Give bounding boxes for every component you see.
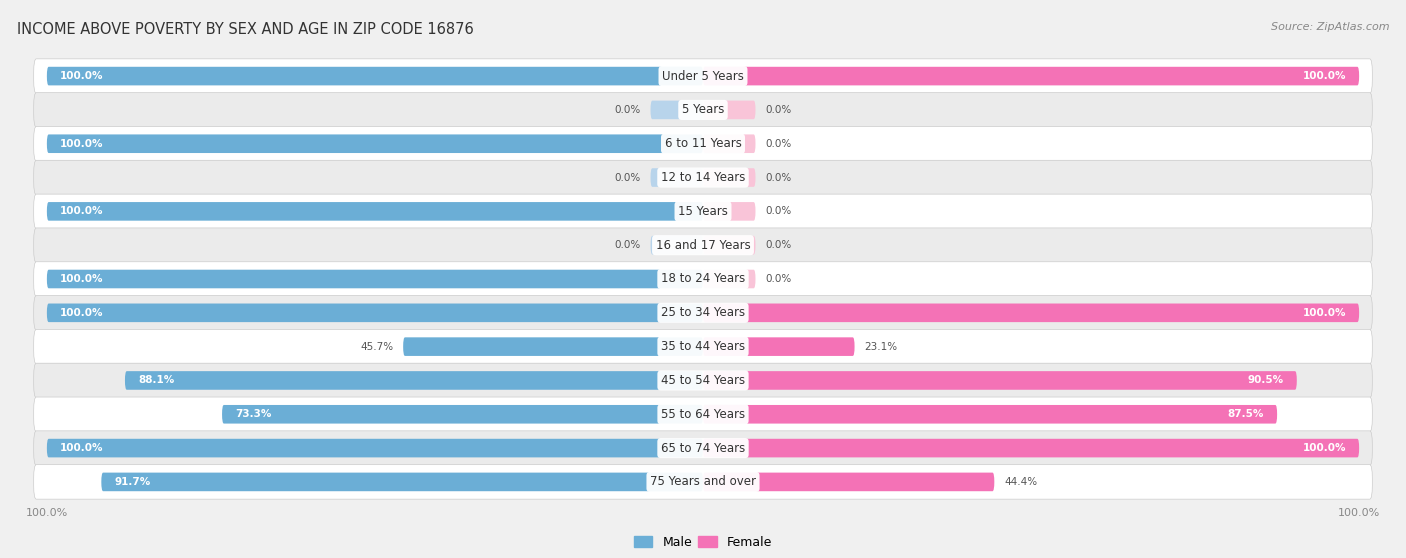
Text: 73.3%: 73.3%	[235, 409, 271, 419]
FancyBboxPatch shape	[34, 329, 1372, 364]
FancyBboxPatch shape	[46, 202, 703, 220]
FancyBboxPatch shape	[703, 473, 994, 491]
FancyBboxPatch shape	[34, 296, 1372, 330]
Text: INCOME ABOVE POVERTY BY SEX AND AGE IN ZIP CODE 16876: INCOME ABOVE POVERTY BY SEX AND AGE IN Z…	[17, 22, 474, 37]
Text: 23.1%: 23.1%	[865, 341, 897, 352]
FancyBboxPatch shape	[34, 262, 1372, 296]
FancyBboxPatch shape	[46, 67, 703, 85]
Text: 6 to 11 Years: 6 to 11 Years	[665, 137, 741, 150]
FancyBboxPatch shape	[703, 371, 1296, 389]
Text: Under 5 Years: Under 5 Years	[662, 70, 744, 83]
FancyBboxPatch shape	[703, 270, 755, 288]
FancyBboxPatch shape	[46, 270, 703, 288]
Legend: Male, Female: Male, Female	[628, 531, 778, 554]
Text: 65 to 74 Years: 65 to 74 Years	[661, 441, 745, 455]
Text: 0.0%: 0.0%	[614, 172, 641, 182]
Text: 15 Years: 15 Years	[678, 205, 728, 218]
FancyBboxPatch shape	[703, 100, 755, 119]
Text: 88.1%: 88.1%	[138, 376, 174, 386]
FancyBboxPatch shape	[703, 405, 1277, 424]
FancyBboxPatch shape	[703, 439, 1360, 458]
FancyBboxPatch shape	[34, 59, 1372, 93]
FancyBboxPatch shape	[34, 160, 1372, 195]
Text: 100.0%: 100.0%	[1302, 71, 1346, 81]
Text: 55 to 64 Years: 55 to 64 Years	[661, 408, 745, 421]
FancyBboxPatch shape	[651, 236, 703, 254]
FancyBboxPatch shape	[703, 338, 855, 356]
FancyBboxPatch shape	[703, 202, 755, 220]
Text: 100.0%: 100.0%	[60, 443, 104, 453]
Text: 75 Years and over: 75 Years and over	[650, 475, 756, 488]
Text: 0.0%: 0.0%	[765, 105, 792, 115]
Text: 16 and 17 Years: 16 and 17 Years	[655, 239, 751, 252]
Text: 100.0%: 100.0%	[60, 206, 104, 217]
FancyBboxPatch shape	[46, 134, 703, 153]
FancyBboxPatch shape	[101, 473, 703, 491]
FancyBboxPatch shape	[46, 304, 703, 322]
FancyBboxPatch shape	[34, 228, 1372, 262]
FancyBboxPatch shape	[46, 439, 703, 458]
FancyBboxPatch shape	[125, 371, 703, 389]
FancyBboxPatch shape	[34, 127, 1372, 161]
Text: 12 to 14 Years: 12 to 14 Years	[661, 171, 745, 184]
Text: 5 Years: 5 Years	[682, 103, 724, 117]
Text: 0.0%: 0.0%	[765, 172, 792, 182]
FancyBboxPatch shape	[34, 397, 1372, 431]
Text: 100.0%: 100.0%	[1302, 308, 1346, 318]
Text: 45 to 54 Years: 45 to 54 Years	[661, 374, 745, 387]
Text: 100.0%: 100.0%	[60, 139, 104, 149]
FancyBboxPatch shape	[34, 93, 1372, 127]
FancyBboxPatch shape	[34, 465, 1372, 499]
FancyBboxPatch shape	[404, 338, 703, 356]
Text: 18 to 24 Years: 18 to 24 Years	[661, 272, 745, 286]
Text: 100.0%: 100.0%	[1302, 443, 1346, 453]
FancyBboxPatch shape	[703, 67, 1360, 85]
Text: 45.7%: 45.7%	[360, 341, 394, 352]
Text: 91.7%: 91.7%	[114, 477, 150, 487]
Text: 90.5%: 90.5%	[1247, 376, 1284, 386]
FancyBboxPatch shape	[34, 431, 1372, 465]
FancyBboxPatch shape	[651, 169, 703, 187]
Text: 0.0%: 0.0%	[765, 274, 792, 284]
Text: 87.5%: 87.5%	[1227, 409, 1264, 419]
FancyBboxPatch shape	[651, 100, 703, 119]
Text: 100.0%: 100.0%	[60, 71, 104, 81]
FancyBboxPatch shape	[34, 363, 1372, 398]
Text: 44.4%: 44.4%	[1004, 477, 1038, 487]
Text: Source: ZipAtlas.com: Source: ZipAtlas.com	[1271, 22, 1389, 32]
FancyBboxPatch shape	[703, 236, 755, 254]
Text: 0.0%: 0.0%	[614, 240, 641, 250]
Text: 25 to 34 Years: 25 to 34 Years	[661, 306, 745, 319]
FancyBboxPatch shape	[703, 304, 1360, 322]
FancyBboxPatch shape	[703, 169, 755, 187]
Text: 35 to 44 Years: 35 to 44 Years	[661, 340, 745, 353]
FancyBboxPatch shape	[34, 194, 1372, 229]
Text: 0.0%: 0.0%	[765, 206, 792, 217]
Text: 100.0%: 100.0%	[60, 274, 104, 284]
Text: 100.0%: 100.0%	[60, 308, 104, 318]
Text: 0.0%: 0.0%	[765, 240, 792, 250]
FancyBboxPatch shape	[222, 405, 703, 424]
FancyBboxPatch shape	[703, 134, 755, 153]
Text: 0.0%: 0.0%	[614, 105, 641, 115]
Text: 0.0%: 0.0%	[765, 139, 792, 149]
